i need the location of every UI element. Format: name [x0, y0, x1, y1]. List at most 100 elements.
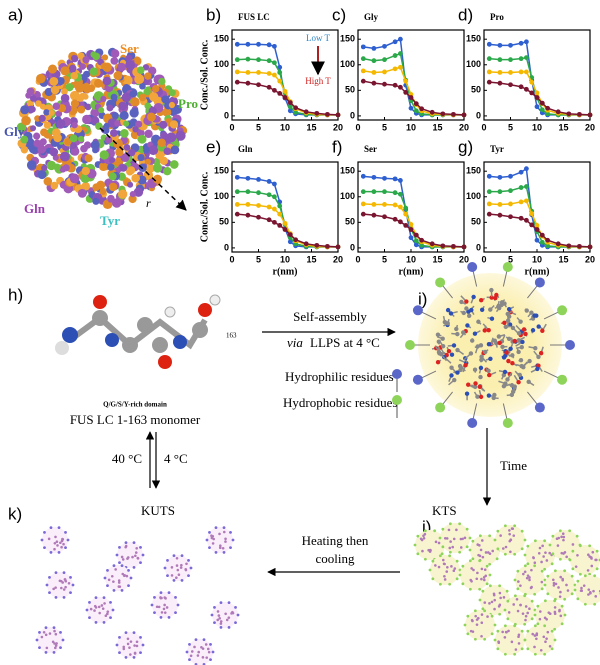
particle-residue: [593, 574, 597, 578]
particle-residue: [483, 637, 487, 641]
x-tick-label: 10: [406, 254, 416, 264]
data-point: [245, 70, 251, 75]
data-point: [277, 203, 283, 209]
residue-bead: [60, 93, 70, 103]
data-point: [398, 64, 403, 70]
residue-bead: [113, 71, 123, 81]
data-point: [497, 70, 503, 75]
residue-bead: [170, 145, 180, 155]
process-label: Self-assembly: [293, 309, 367, 324]
data-point: [382, 69, 387, 75]
particle-atom: [133, 644, 136, 647]
particle-residue: [553, 627, 557, 631]
y-tick-label: 150: [466, 34, 481, 44]
residue-bead: [27, 105, 35, 114]
particle-atom: [55, 642, 58, 645]
process-label: cooling: [316, 551, 355, 566]
residue-head: [412, 374, 423, 385]
particle-residue: [503, 552, 507, 556]
residue-bead: [39, 138, 47, 146]
residue-bead: [147, 112, 156, 122]
y-tick-label: 0: [476, 242, 481, 252]
particle-atom: [100, 604, 104, 607]
particle-residue: [166, 574, 169, 578]
particle-atom: [504, 545, 508, 549]
atom: [445, 307, 451, 313]
line-chart: g) Tyr 0 50 100 150 0 5 10 15 20 r(nm): [458, 137, 595, 277]
atom: [517, 372, 522, 378]
monomer-model: [55, 294, 221, 369]
particle-residue: [229, 530, 232, 534]
atom: [518, 357, 524, 363]
particle-residue: [222, 526, 226, 530]
atom: [503, 381, 508, 386]
particle-atom: [56, 544, 59, 547]
particle-atom: [481, 539, 484, 542]
particle-atom: [165, 606, 169, 609]
data-point: [566, 111, 572, 117]
particle-halo: [212, 602, 238, 628]
data-point: [440, 243, 446, 249]
particle-residue: [543, 539, 547, 543]
particle-atom: [117, 581, 121, 584]
particle-atom: [121, 572, 125, 576]
data-point: [293, 109, 298, 115]
particle-atom: [542, 555, 545, 558]
residue-bead: [163, 166, 172, 176]
data-point: [486, 69, 492, 75]
atom: [477, 384, 483, 390]
particle-halo: [117, 542, 143, 568]
line-chart: d) Pro 0 50 100 150 0 5 10 15 20: [458, 5, 595, 132]
particle-residue: [115, 643, 119, 647]
data-point: [256, 176, 261, 182]
particle-residue: [208, 546, 211, 550]
particle-atom: [544, 640, 547, 643]
data-point: [287, 108, 293, 114]
residue-bead: [64, 138, 72, 146]
particle-residue: [44, 626, 48, 630]
particle-residue: [576, 597, 580, 601]
process-label: Heating then: [302, 533, 369, 548]
particle-residue: [563, 569, 567, 573]
residue-bead: [169, 120, 179, 129]
series-line: [363, 190, 464, 248]
particle-residue: [48, 575, 51, 579]
x-axis-label: r(nm): [399, 266, 424, 277]
data-point: [277, 78, 283, 84]
data-point: [272, 194, 277, 200]
particle-atom: [586, 569, 590, 572]
particle-residue: [448, 554, 452, 558]
particle-residue: [560, 604, 564, 608]
particle-atom: [499, 534, 502, 537]
particle-atom: [561, 532, 565, 536]
particle-atom: [445, 537, 449, 540]
residue-bead: [53, 163, 61, 171]
data-point: [234, 41, 240, 47]
particle-atom: [455, 528, 458, 532]
particle-atom: [126, 557, 129, 560]
particle-atom: [519, 584, 522, 587]
residue-head: [405, 340, 415, 350]
residue-bead: [99, 150, 109, 160]
data-point: [293, 237, 298, 243]
particle-residue: [194, 638, 198, 642]
data-point: [277, 223, 283, 228]
atom: [497, 305, 502, 311]
data-point: [566, 243, 572, 249]
particle-atom: [55, 540, 59, 544]
data-point: [245, 56, 251, 62]
particle-residue: [550, 562, 554, 566]
particle-residue: [211, 650, 215, 654]
temperature-label: 4 °C: [164, 451, 188, 466]
particle-residue: [59, 646, 62, 650]
particle-residue: [441, 545, 445, 549]
particle-residue: [219, 625, 223, 629]
data-point: [371, 174, 377, 180]
residue-bead: [151, 84, 160, 93]
residue-bead: [148, 66, 157, 76]
particle-residue: [219, 601, 223, 605]
data-point: [518, 185, 524, 190]
particle-residue: [478, 559, 482, 563]
line-chart: c) Gly 0 50 100 150 0 5 10 15 20: [332, 5, 469, 132]
residue-bead: [50, 85, 60, 95]
